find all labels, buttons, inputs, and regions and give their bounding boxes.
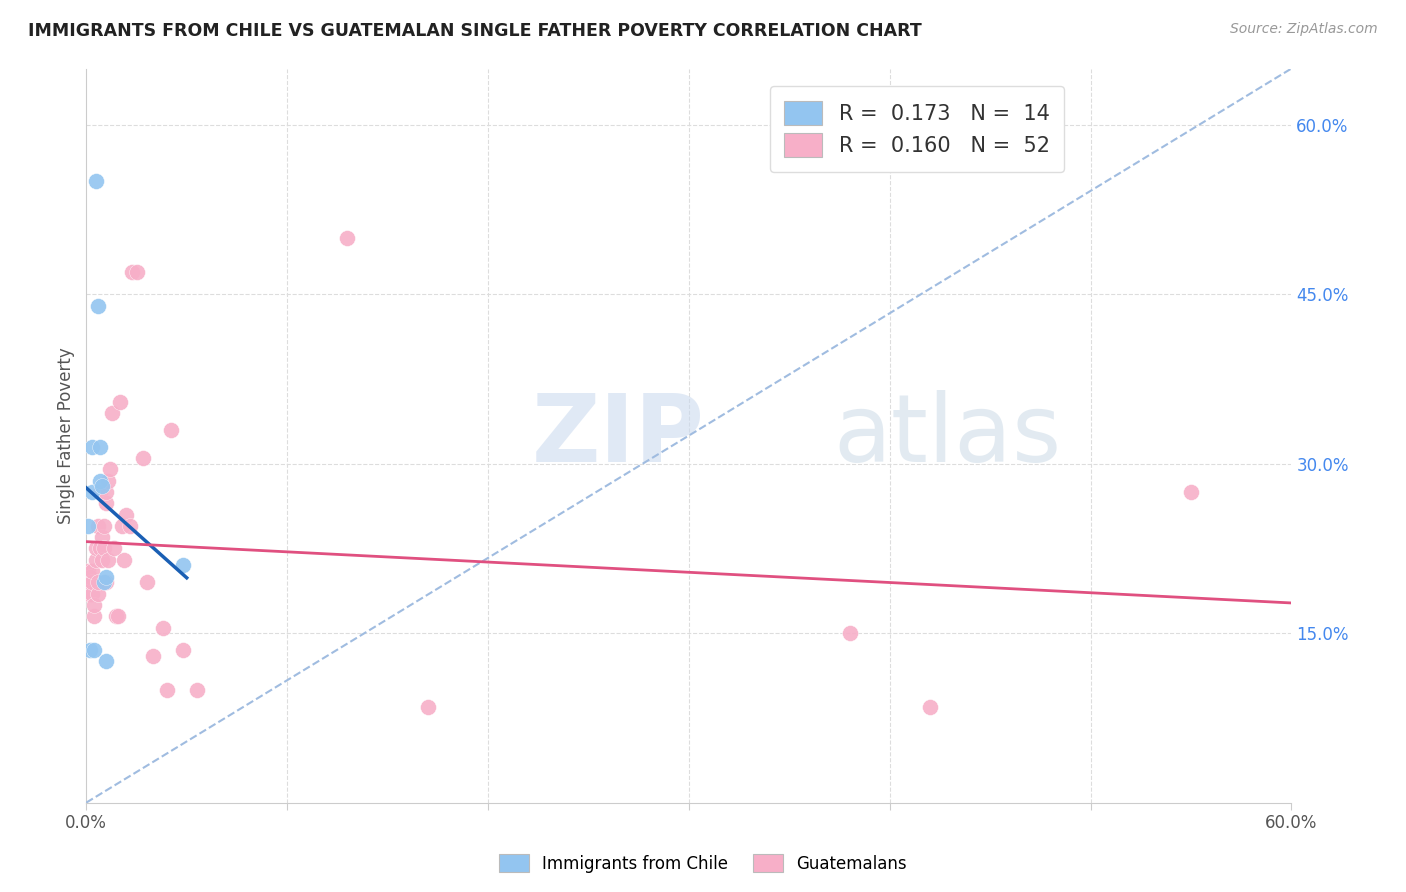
Y-axis label: Single Father Poverty: Single Father Poverty xyxy=(58,347,75,524)
Point xyxy=(77,519,100,533)
Point xyxy=(96,575,118,590)
Point xyxy=(83,643,105,657)
Point xyxy=(82,564,104,578)
Point xyxy=(93,519,115,533)
Point xyxy=(83,609,105,624)
Point xyxy=(97,553,120,567)
Point xyxy=(111,519,134,533)
Point xyxy=(105,609,128,624)
Point xyxy=(79,570,101,584)
Point xyxy=(107,609,129,624)
Point xyxy=(110,394,132,409)
Point xyxy=(79,643,101,657)
Point xyxy=(83,598,105,612)
Point xyxy=(97,474,120,488)
Point xyxy=(77,587,100,601)
Point xyxy=(125,265,148,279)
Point xyxy=(96,655,118,669)
Point xyxy=(89,485,111,500)
Point xyxy=(96,570,118,584)
Point xyxy=(96,496,118,510)
Point xyxy=(918,699,941,714)
Point xyxy=(91,479,114,493)
Point xyxy=(838,626,860,640)
Point xyxy=(89,541,111,556)
Legend: Immigrants from Chile, Guatemalans: Immigrants from Chile, Guatemalans xyxy=(492,847,914,880)
Point xyxy=(131,451,153,466)
Legend: R =  0.173   N =  14, R =  0.160   N =  52: R = 0.173 N = 14, R = 0.160 N = 52 xyxy=(769,87,1064,172)
Point xyxy=(87,587,110,601)
Text: atlas: atlas xyxy=(834,390,1062,482)
Point xyxy=(77,575,100,590)
Point xyxy=(101,406,124,420)
Point xyxy=(91,553,114,567)
Point xyxy=(156,682,179,697)
Point xyxy=(93,541,115,556)
Point xyxy=(100,462,122,476)
Point xyxy=(87,299,110,313)
Point xyxy=(172,558,194,573)
Point xyxy=(152,621,174,635)
Point xyxy=(172,643,194,657)
Point xyxy=(142,648,165,663)
Text: IMMIGRANTS FROM CHILE VS GUATEMALAN SINGLE FATHER POVERTY CORRELATION CHART: IMMIGRANTS FROM CHILE VS GUATEMALAN SING… xyxy=(28,22,922,40)
Point xyxy=(121,265,143,279)
Point xyxy=(86,541,108,556)
Point xyxy=(159,423,181,437)
Point xyxy=(135,575,157,590)
Point xyxy=(103,541,125,556)
Text: Source: ZipAtlas.com: Source: ZipAtlas.com xyxy=(1230,22,1378,37)
Point xyxy=(82,440,104,454)
Point xyxy=(82,587,104,601)
Point xyxy=(336,231,359,245)
Point xyxy=(77,564,100,578)
Point xyxy=(79,575,101,590)
Point xyxy=(87,519,110,533)
Point xyxy=(86,553,108,567)
Text: ZIP: ZIP xyxy=(533,390,704,482)
Point xyxy=(114,553,136,567)
Point xyxy=(93,575,115,590)
Point xyxy=(1180,485,1202,500)
Point xyxy=(89,440,111,454)
Point xyxy=(416,699,439,714)
Point xyxy=(96,485,118,500)
Point xyxy=(87,575,110,590)
Point xyxy=(186,682,208,697)
Point xyxy=(79,587,101,601)
Point xyxy=(120,519,142,533)
Point xyxy=(82,485,104,500)
Point xyxy=(86,174,108,188)
Point xyxy=(89,474,111,488)
Point xyxy=(91,530,114,544)
Point xyxy=(115,508,138,522)
Point xyxy=(82,575,104,590)
